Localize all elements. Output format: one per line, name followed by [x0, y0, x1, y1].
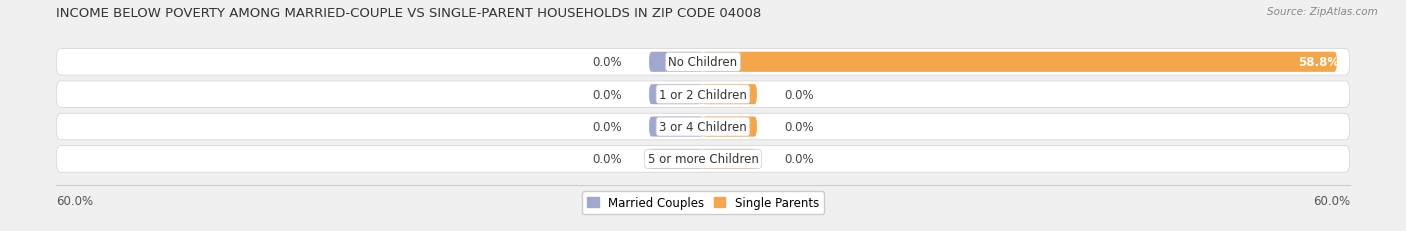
Text: 0.0%: 0.0% — [592, 121, 623, 134]
FancyBboxPatch shape — [56, 49, 1350, 76]
Text: 0.0%: 0.0% — [785, 153, 814, 166]
FancyBboxPatch shape — [650, 52, 703, 73]
FancyBboxPatch shape — [56, 82, 1350, 108]
Text: 0.0%: 0.0% — [592, 153, 623, 166]
FancyBboxPatch shape — [56, 146, 1350, 173]
FancyBboxPatch shape — [650, 117, 703, 137]
FancyBboxPatch shape — [650, 149, 703, 169]
Text: 0.0%: 0.0% — [592, 88, 623, 101]
Text: 0.0%: 0.0% — [785, 121, 814, 134]
Text: 60.0%: 60.0% — [1313, 194, 1350, 207]
Legend: Married Couples, Single Parents: Married Couples, Single Parents — [582, 191, 824, 214]
Text: No Children: No Children — [668, 56, 738, 69]
FancyBboxPatch shape — [650, 85, 703, 105]
Text: 0.0%: 0.0% — [785, 88, 814, 101]
Text: 58.8%: 58.8% — [1298, 56, 1339, 69]
Text: 0.0%: 0.0% — [592, 56, 623, 69]
Text: 60.0%: 60.0% — [56, 194, 93, 207]
FancyBboxPatch shape — [703, 149, 756, 169]
FancyBboxPatch shape — [56, 114, 1350, 140]
Text: 3 or 4 Children: 3 or 4 Children — [659, 121, 747, 134]
FancyBboxPatch shape — [703, 52, 1337, 73]
Text: 1 or 2 Children: 1 or 2 Children — [659, 88, 747, 101]
Text: Source: ZipAtlas.com: Source: ZipAtlas.com — [1267, 7, 1378, 17]
FancyBboxPatch shape — [703, 117, 756, 137]
Text: 5 or more Children: 5 or more Children — [648, 153, 758, 166]
Text: INCOME BELOW POVERTY AMONG MARRIED-COUPLE VS SINGLE-PARENT HOUSEHOLDS IN ZIP COD: INCOME BELOW POVERTY AMONG MARRIED-COUPL… — [56, 7, 762, 20]
FancyBboxPatch shape — [703, 85, 756, 105]
